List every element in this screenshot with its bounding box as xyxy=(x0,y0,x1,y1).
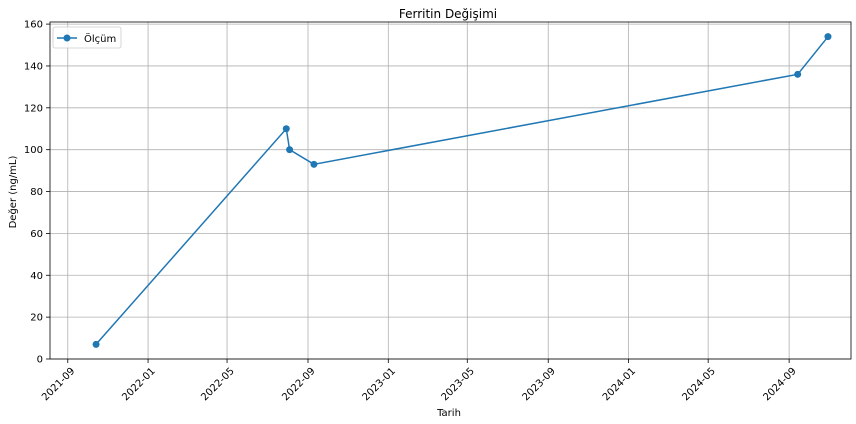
y-axis-label: Değer (ng/mL) xyxy=(7,155,19,228)
x-tick-label: 2022-09 xyxy=(280,366,317,403)
x-tick-label: 2023-01 xyxy=(361,366,398,403)
data-point xyxy=(310,160,318,168)
legend: Ölçüm xyxy=(52,26,122,49)
x-tick-label: 2024-01 xyxy=(601,366,638,403)
chart-title: Ferritin Değişimi xyxy=(399,7,497,21)
data-point xyxy=(824,33,832,41)
series-olcum xyxy=(92,33,832,348)
x-tick-label: 2024-09 xyxy=(761,366,798,403)
legend-box xyxy=(52,26,122,49)
y-tick-label: 140 xyxy=(24,61,43,72)
x-tick-label: 2024-05 xyxy=(680,366,717,403)
y-axis-ticks: 0 20 40 60 80 100 120 140 160 xyxy=(24,20,50,366)
y-tick-label: 100 xyxy=(24,145,43,156)
data-point xyxy=(794,70,802,78)
data-point xyxy=(92,340,100,348)
x-tick-label: 2022-05 xyxy=(199,366,236,403)
y-tick-label: 160 xyxy=(24,20,43,31)
y-tick-label: 80 xyxy=(30,187,43,198)
x-tick-label: 2022-01 xyxy=(120,366,157,403)
data-point xyxy=(286,146,294,154)
x-tick-label: 2021-09 xyxy=(40,366,77,403)
x-tick-label: 2023-05 xyxy=(440,366,477,403)
grid-lines xyxy=(50,22,851,360)
x-axis-ticks: 2021-09 2022-01 2022-05 2022-09 2023-01 2023-… xyxy=(40,359,799,403)
plot-frame xyxy=(49,21,852,360)
y-tick-label: 120 xyxy=(24,103,43,114)
series-line xyxy=(95,36,829,345)
x-axis-label: Tarih xyxy=(436,408,461,419)
legend-label: Ölçüm xyxy=(84,32,116,45)
y-tick-label: 20 xyxy=(30,313,43,324)
x-tick-label: 2023-09 xyxy=(521,366,558,403)
y-tick-label: 60 xyxy=(30,229,43,240)
legend-marker xyxy=(63,34,71,42)
y-tick-label: 40 xyxy=(30,271,43,282)
data-point xyxy=(282,125,290,133)
y-tick-label: 0 xyxy=(37,355,43,366)
